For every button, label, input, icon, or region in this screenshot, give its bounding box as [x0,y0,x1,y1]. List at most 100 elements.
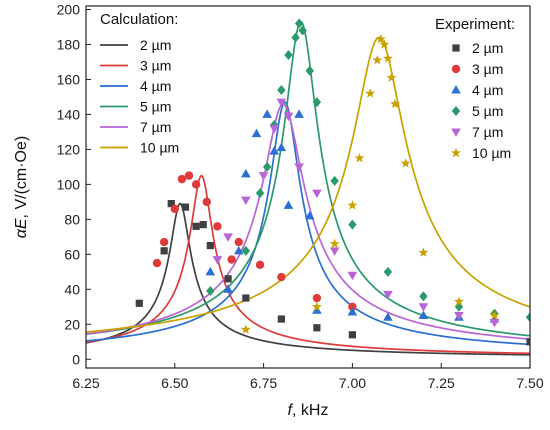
exp-point-2µm [526,338,530,346]
exp-point-7µm [454,312,464,321]
exp-point-5µm [330,175,339,186]
y-tick-label: 80 [64,211,80,227]
calc-curve-3µm [86,174,530,355]
exp-point-5µm [383,266,393,277]
exp-point-5µm [298,25,307,36]
exp-point-7µm [294,163,304,172]
x-axis: 6.25 6.50 6.75 7.00 7.25 7.50 [72,363,544,391]
exp-point-2µm [135,299,143,307]
exp-legend-marker [451,147,461,158]
exp-point-5µm [525,312,530,323]
exp-point-3µm [152,258,162,268]
exp-point-10µm [379,39,390,49]
calc-legend-label: 5 µm [140,99,171,115]
exp-point-4µm [347,307,358,316]
y-tick-label: 160 [57,71,81,87]
exp-point-3µm [191,180,201,189]
exp-point-2µm [160,247,168,255]
exp-legend-label: 10 µm [472,145,511,161]
calc-legend-label: 3 µm [140,58,171,74]
exp-point-10µm [390,98,400,109]
exp-point-4µm [383,312,393,321]
exp-point-4µm [241,168,251,178]
exp-point-10µm [454,296,464,306]
exp-point-2µm [167,200,175,208]
exp-point-4µm [418,310,429,320]
exp-point-3µm [234,237,243,247]
exp-point-10µm [329,238,340,249]
exp-point-7µm [269,124,280,134]
exp-point-3µm [227,255,236,264]
exp-point-4µm [269,146,280,155]
exp-point-4µm [304,210,315,220]
calc-curve-10µm [86,36,530,333]
calculation-legend-title: Calculation: [100,11,178,28]
y-tick-label: 20 [64,316,80,332]
y-axis: 0 20 40 60 80 100 120 140 160 180 200 [57,1,91,367]
exp-point-5µm [241,245,251,256]
y-tick-label: 180 [57,36,81,52]
exp-point-3µm [184,171,194,180]
exp-point-2µm [348,331,356,339]
exp-legend-marker [451,106,461,116]
exp-point-3µm [177,174,187,184]
exp-point-2µm [242,294,250,302]
exp-point-4µm [205,266,216,276]
exp-point-4µm [262,109,272,118]
calc-curve-2µm [86,202,530,356]
calc-legend-label: 4 µm [140,78,171,94]
exp-point-7µm [283,112,294,122]
exp-point-5µm [291,32,300,43]
exp-point-2µm [224,275,232,283]
exp-point-3µm [277,272,286,282]
exp-legend-label: 7 µm [472,124,503,140]
y-tick-label: 120 [57,141,81,157]
calculation-legend: Calculation: 2 µm 3 µm 4 µm 5 µm 7 µm 10 µm [100,11,179,156]
exp-point-10µm [375,34,386,44]
y-axis-title: αE, V/(cm·Oe) [13,136,30,238]
exp-point-7µm [258,172,269,181]
exp-point-7µm [276,98,287,108]
exp-point-3µm [202,197,211,207]
exp-legend-marker [451,128,461,137]
exp-point-4µm [312,305,322,314]
exp-point-5µm [312,97,322,108]
exp-point-7µm [347,271,358,281]
y-tick-label: 0 [72,351,80,367]
y-tick-label: 140 [57,106,81,122]
exp-point-10µm [386,72,397,82]
experiment-markers [135,18,530,346]
exp-point-10µm [372,55,383,65]
exp-point-2µm [199,220,207,229]
x-axis-title: f, kHz [288,402,329,419]
x-tick-label: 7.25 [428,375,455,391]
experiment-legend: Experiment: 2 µm 3 µm 4 µm 5 µm 7 µm 10 µm [435,16,515,161]
exp-point-4µm [283,200,294,209]
calc-curve-7µm [86,103,530,340]
exp-point-3µm [170,204,179,214]
exp-point-3µm [312,293,322,303]
exp-point-3µm [348,302,357,311]
x-tick-label: 6.50 [161,375,188,391]
exp-point-3µm [159,237,169,247]
exp-legend-marker [452,44,460,52]
calc-curve-5µm [86,20,530,337]
exp-legend-label: 5 µm [472,103,503,119]
exp-point-2µm [313,324,321,332]
exp-legend-label: 2 µm [472,40,503,56]
exp-point-7µm [212,256,223,265]
calculation-curves [86,20,530,356]
exp-point-5µm [294,18,304,29]
exp-point-4µm [276,142,287,152]
exp-point-4µm [251,128,262,138]
exp-point-2µm [277,315,285,323]
exp-point-5µm [277,84,286,95]
exp-point-5µm [348,219,357,230]
exp-point-10µm [400,158,411,168]
x-tick-label: 7.00 [339,375,366,391]
exp-point-5µm [284,49,293,60]
exp-point-2µm [192,222,200,230]
y-tick-label: 200 [57,1,81,17]
